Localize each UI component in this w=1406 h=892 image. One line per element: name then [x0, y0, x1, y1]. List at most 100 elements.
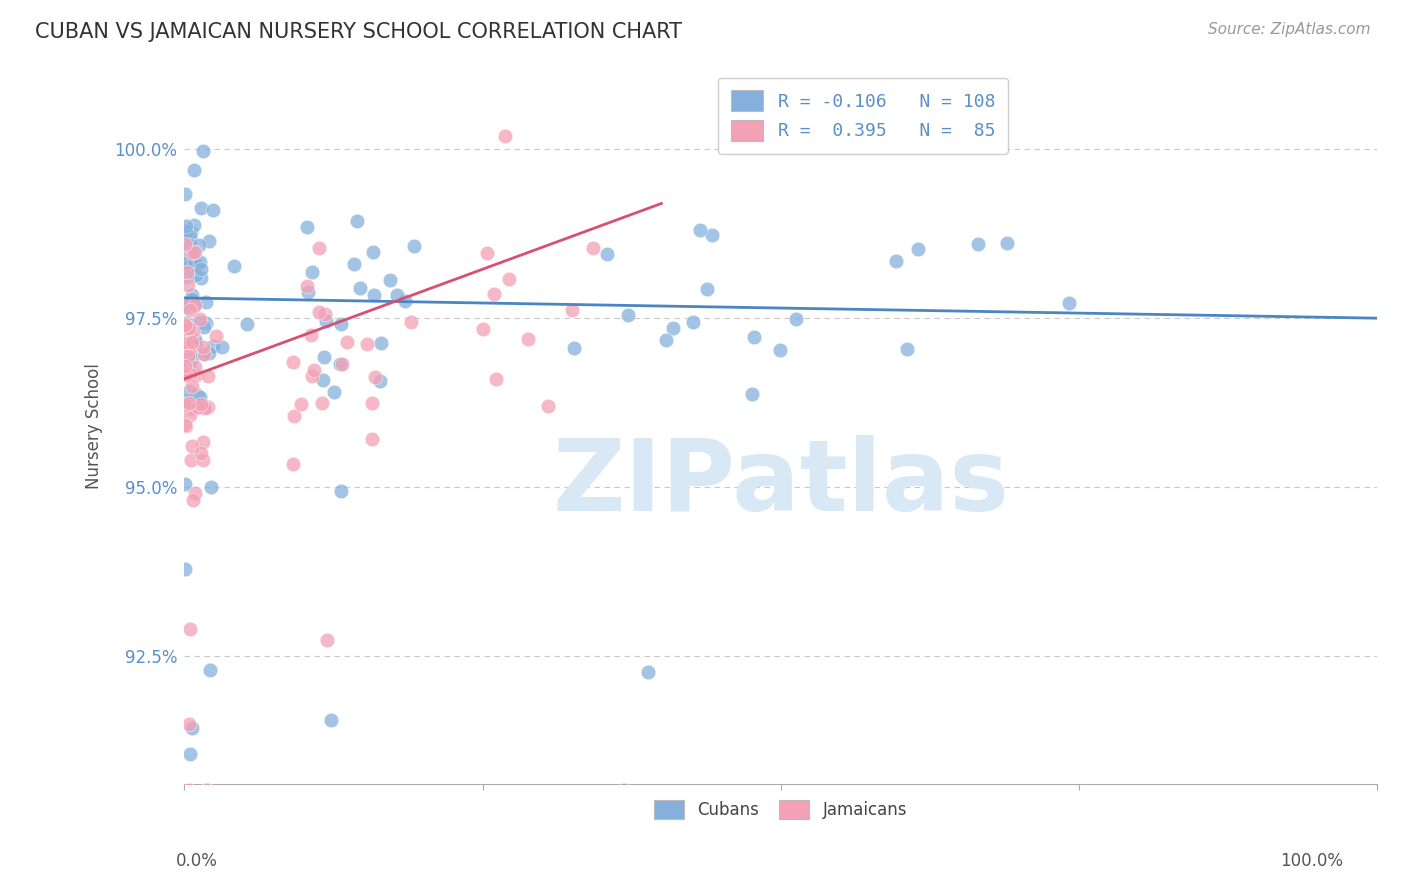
Point [361, 395, 384, 409]
Point [402, 239, 425, 253]
Point [174, 368, 197, 383]
Point [183, 334, 205, 349]
Point [174, 477, 197, 491]
Point [177, 396, 200, 410]
Point [174, 219, 197, 234]
Point [181, 721, 204, 735]
Point [181, 335, 204, 350]
Point [361, 245, 384, 260]
Point [176, 318, 198, 333]
Point [179, 368, 201, 382]
Point [336, 334, 359, 349]
Point [188, 255, 211, 269]
Point [494, 128, 516, 143]
Point [236, 317, 259, 331]
Point [301, 265, 323, 279]
Point [183, 333, 205, 347]
Point [179, 297, 201, 311]
Y-axis label: Nursery School: Nursery School [86, 363, 103, 489]
Point [378, 273, 401, 287]
Point [198, 234, 221, 248]
Point [330, 357, 353, 371]
Point [301, 368, 323, 383]
Point [195, 783, 218, 797]
Point [637, 665, 659, 680]
Point [188, 390, 211, 404]
Point [176, 224, 198, 238]
Point [896, 342, 918, 356]
Point [200, 663, 222, 677]
Point [617, 308, 640, 322]
Point [174, 359, 197, 374]
Point [181, 288, 204, 302]
Point [190, 397, 212, 411]
Point [485, 372, 508, 386]
Point [498, 271, 520, 285]
Point [329, 357, 352, 371]
Point [297, 278, 319, 293]
Point [201, 339, 224, 353]
Point [183, 252, 205, 267]
Point [179, 717, 201, 731]
Point [482, 287, 505, 301]
Point [299, 327, 322, 342]
Point [222, 260, 245, 274]
Point [884, 254, 907, 268]
Point [401, 315, 423, 329]
Point [283, 409, 305, 423]
Point [197, 345, 219, 359]
Point [181, 325, 204, 339]
Point [744, 329, 766, 343]
Point [180, 351, 202, 365]
Point [197, 400, 219, 414]
Point [315, 314, 337, 328]
Point [193, 346, 215, 360]
Point [517, 332, 540, 346]
Point [311, 395, 333, 409]
Point [682, 315, 704, 329]
Point [319, 713, 342, 727]
Point [330, 484, 353, 499]
Point [290, 397, 312, 411]
Point [180, 401, 202, 416]
Point [472, 322, 495, 336]
Point [194, 783, 217, 797]
Point [197, 369, 219, 384]
Point [179, 238, 201, 252]
Point [191, 340, 214, 354]
Point [907, 243, 929, 257]
Point [769, 343, 792, 357]
Point [349, 281, 371, 295]
Point [654, 333, 676, 347]
Point [181, 246, 204, 260]
Point [180, 332, 202, 346]
Point [281, 355, 304, 369]
Point [180, 318, 202, 332]
Point [184, 368, 207, 383]
Point [191, 401, 214, 415]
Point [741, 387, 763, 401]
Point [179, 408, 201, 422]
Point [176, 269, 198, 284]
Point [188, 400, 211, 414]
Point [370, 336, 392, 351]
Point [193, 452, 215, 467]
Point [689, 223, 711, 237]
Text: 100.0%: 100.0% [1279, 852, 1343, 870]
Text: CUBAN VS JAMAICAN NURSERY SCHOOL CORRELATION CHART: CUBAN VS JAMAICAN NURSERY SCHOOL CORRELA… [35, 22, 682, 42]
Point [537, 399, 560, 413]
Point [191, 144, 214, 158]
Point [179, 365, 201, 379]
Point [211, 340, 233, 354]
Point [193, 320, 215, 334]
Point [177, 300, 200, 314]
Legend: Cubans, Jamaicans: Cubans, Jamaicans [647, 793, 914, 825]
Point [174, 338, 197, 352]
Point [343, 257, 366, 271]
Point [179, 343, 201, 358]
Point [173, 237, 195, 252]
Point [183, 245, 205, 260]
Point [187, 401, 209, 415]
Point [596, 246, 619, 260]
Point [1057, 295, 1080, 310]
